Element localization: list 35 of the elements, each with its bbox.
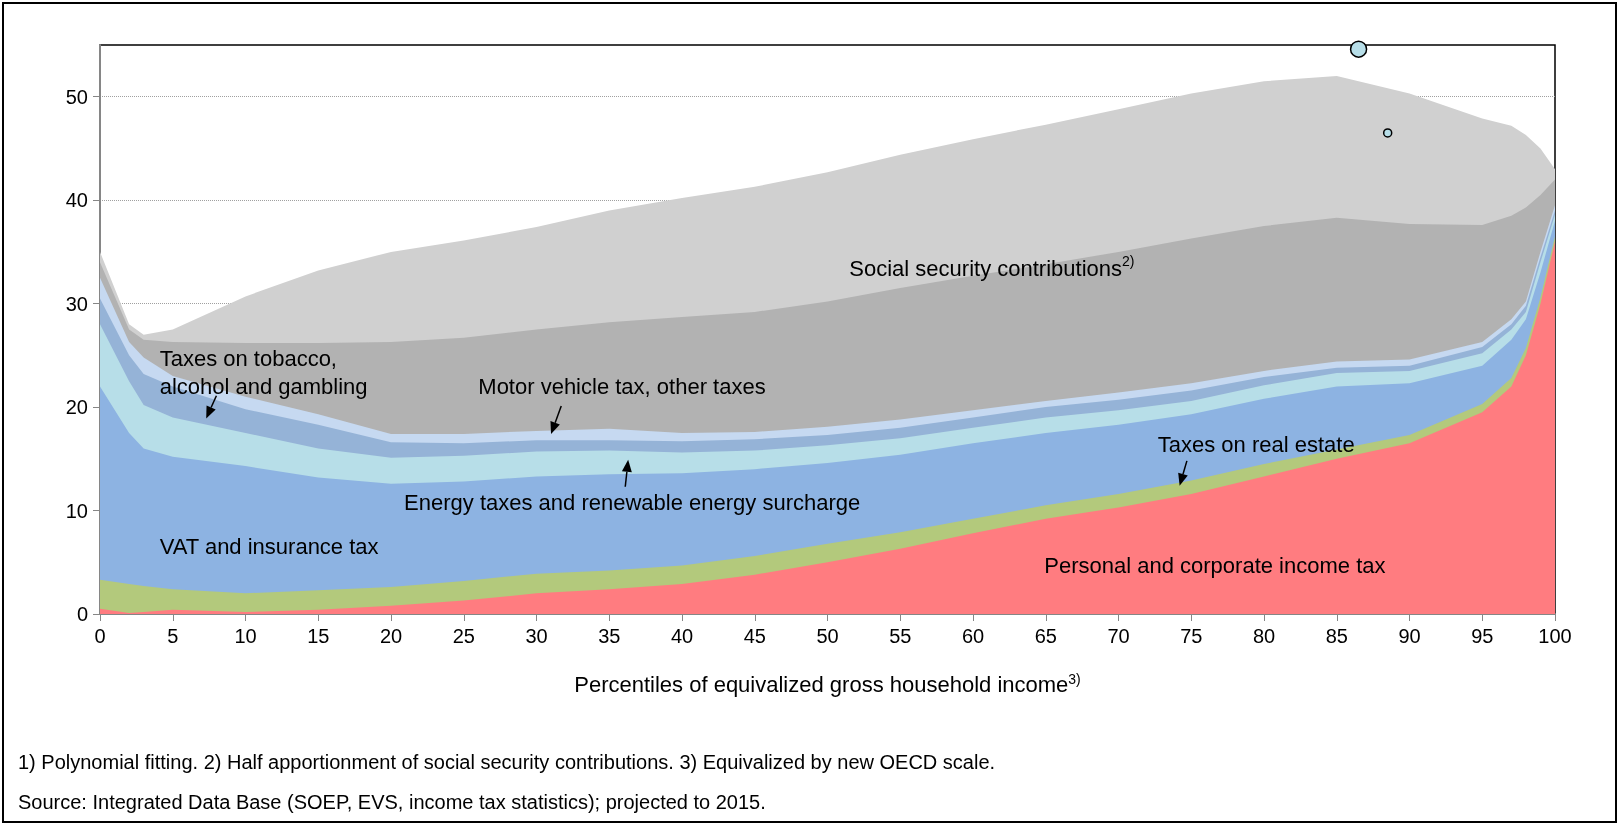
y-tick-label: 20 — [65, 396, 88, 419]
annotation: Taxes on tobacco, alcohol and gambling — [159, 346, 368, 400]
x-tick-label: 20 — [379, 625, 403, 647]
text: 1) Polynomial fitting. 2) Half apportionment of social security contributions. 3) Equivalized by new OECD scale. — [18, 750, 996, 775]
x-tick-label: 60 — [961, 625, 985, 647]
x-tick-label: 50 — [816, 625, 839, 647]
x-tick-label: 80 — [1252, 625, 1276, 647]
x-tick-label: 55 — [889, 625, 912, 647]
x-tick-label: 15 — [307, 625, 330, 647]
annotation: Energy taxes and renewable energy surcharge — [404, 489, 861, 515]
x-tick-label: 35 — [598, 625, 621, 647]
x-tick-label: 85 — [1325, 625, 1348, 647]
annotation: VAT and insurance tax — [159, 534, 379, 560]
x-tick-label: 65 — [1034, 625, 1057, 647]
x-tick-label: 70 — [1107, 625, 1130, 647]
x-tick-label: 95 — [1471, 625, 1494, 647]
x-tick-label: 75 — [1180, 625, 1203, 647]
x-tick-label: 45 — [743, 625, 766, 647]
x-tick-label: 30 — [525, 625, 548, 647]
y-tick-label: 0 — [76, 603, 88, 625]
y-tick-label: 40 — [65, 189, 88, 212]
source-note: Source: Integrated Data Base (SOEP, EVS, income tax statistics); projected to 2015. — [18, 790, 767, 815]
x-tick-label: 0 — [94, 625, 106, 647]
x-tick-label: 10 — [234, 625, 257, 647]
annotation: Personal and corporate income tax — [1044, 552, 1386, 578]
x-tick-label: 40 — [670, 625, 694, 647]
x-tick-label: 100 — [1538, 625, 1572, 647]
y-tick-label: 50 — [65, 85, 88, 108]
y-tick-label: 10 — [65, 499, 88, 522]
annotation: Motor vehicle tax, other taxes — [478, 373, 766, 399]
x-tick-label: 90 — [1398, 625, 1421, 647]
x-tick-label: 25 — [452, 625, 475, 647]
y-tick-label: 30 — [65, 292, 88, 315]
x-tick-label: 5 — [167, 625, 179, 647]
annotation: Taxes on real estate — [1157, 431, 1355, 457]
